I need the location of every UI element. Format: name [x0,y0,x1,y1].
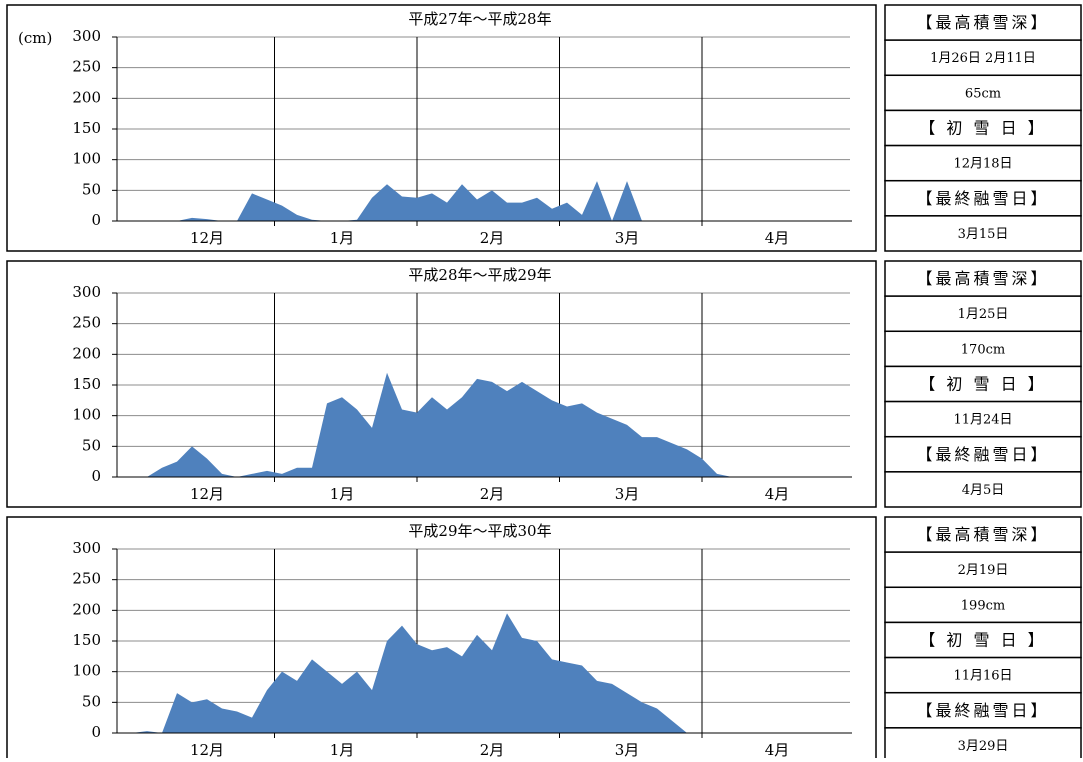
panel-value: 1月25日 [958,307,1009,322]
x-tick-label: 2月 [480,485,505,503]
y-tick-label: 0 [91,467,101,485]
y-tick-label: 200 [72,600,101,618]
x-tick-label: 4月 [765,485,790,503]
chart-frame [6,516,877,762]
chart-frame [6,4,877,252]
y-tick-label: 250 [72,570,101,588]
x-tick-label: 2月 [480,229,505,247]
y-tick-label: 300 [72,283,101,301]
panel-value: 3月15日 [958,227,1009,242]
x-tick-label: 1月 [330,229,355,247]
x-tick-label: 12月 [190,485,224,503]
x-tick-label: 3月 [615,485,640,503]
panel-value: 4月5日 [962,483,1005,498]
panel-cell [884,144,1082,182]
panel-value: 3月29日 [958,739,1009,754]
y-tick-label: 150 [72,119,101,137]
chart-title: 平成28年～平成29年 [408,266,551,284]
x-tick-label: 4月 [765,229,790,247]
panel-cell [884,109,1082,147]
panel-heading: 【 初 雪 日 】 [919,375,1046,394]
x-tick-label: 12月 [190,741,224,758]
panel-cell [884,39,1082,77]
panel-cell [884,215,1082,252]
y-tick-label: 50 [82,180,101,198]
panel-value: 11月24日 [953,413,1012,428]
panel-cell [884,179,1082,217]
panel-heading: 【最高積雪深】 [916,13,1049,32]
panel-value: 1月26日 2月11日 [930,51,1036,66]
y-tick-label: 100 [72,150,101,168]
y-tick-label: 200 [72,88,101,106]
x-tick-label: 2月 [480,741,505,758]
y-tick-label: 100 [72,406,101,424]
panel-cell [884,4,1082,41]
panel-cell [884,551,1082,589]
snow-area [117,181,852,221]
panel-cell [884,516,1082,553]
y-tick-label: 100 [72,662,101,680]
panel-cell [884,691,1082,729]
panel-heading: 【 初 雪 日 】 [919,119,1046,138]
y-tick-label: 300 [72,27,101,45]
y-tick-label: 250 [72,314,101,332]
panel-value: 170cm [961,342,1005,357]
y-tick-label: 0 [91,211,101,229]
panel-cell [884,260,1082,297]
panel-cell [884,295,1082,333]
x-tick-label: 1月 [330,741,355,758]
x-tick-label: 12月 [190,229,224,247]
panel-value: 12月18日 [953,157,1012,172]
y-tick-label: 250 [72,58,101,76]
panel-cell [884,74,1082,112]
y-tick-label: 50 [82,692,101,710]
chart-frame [6,260,877,508]
panel-heading: 【最終融雪日】 [916,701,1049,720]
panel-value: 65cm [965,86,1001,101]
panel-value: 11月16日 [953,669,1012,684]
panel-cell [884,621,1082,659]
panel-cell [884,365,1082,403]
x-tick-label: 1月 [330,485,355,503]
panel-cell [884,471,1082,508]
panel-value: 199cm [961,598,1005,613]
y-tick-label: 0 [91,723,101,741]
snow-area [117,613,852,733]
snow-area [117,372,852,477]
panel-cell [884,435,1082,473]
y-axis-label: (cm) [18,29,52,47]
x-tick-label: 3月 [615,229,640,247]
panel-value: 2月19日 [958,563,1009,578]
panel-heading: 【最高積雪深】 [916,269,1049,288]
panel-heading: 【最終融雪日】 [916,445,1049,464]
y-tick-label: 50 [82,436,101,454]
y-tick-label: 300 [72,539,101,557]
panel-heading: 【 初 雪 日 】 [919,631,1046,650]
chart-title: 平成29年～平成30年 [408,522,551,540]
panel-cell [884,727,1082,762]
y-tick-label: 150 [72,631,101,649]
panel-cell [884,586,1082,624]
y-tick-label: 200 [72,344,101,362]
x-tick-label: 4月 [765,741,790,758]
chart-title: 平成27年～平成28年 [408,10,551,28]
panel-cell [884,330,1082,368]
panel-heading: 【最終融雪日】 [916,189,1049,208]
x-tick-label: 3月 [615,741,640,758]
y-tick-label: 150 [72,375,101,393]
panel-cell [884,400,1082,438]
panel-heading: 【最高積雪深】 [916,525,1049,544]
